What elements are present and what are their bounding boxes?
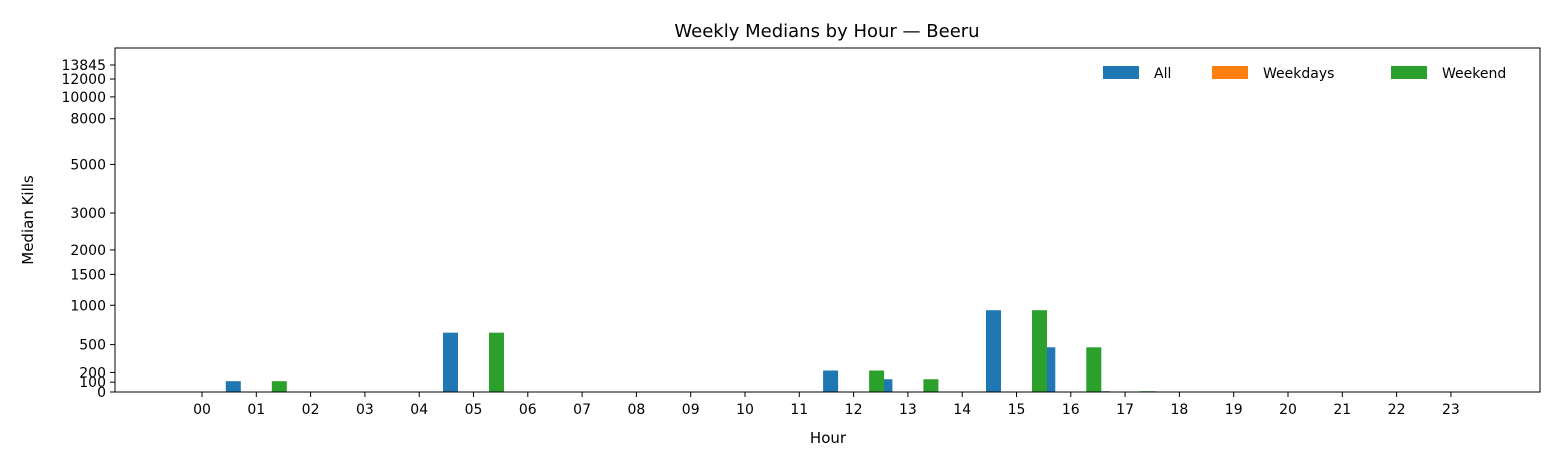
x-tick-label-21: 21 — [1333, 402, 1351, 418]
bar-weekend-12 — [869, 370, 885, 392]
y-tick-label-200: 200 — [79, 365, 106, 381]
x-tick-label-13: 13 — [899, 402, 917, 418]
x-tick-label-16: 16 — [1062, 402, 1080, 418]
x-tick-label-05: 05 — [465, 402, 483, 418]
y-tick-label-12000: 12000 — [61, 72, 106, 88]
legend-swatch-all — [1103, 66, 1139, 79]
y-tick-label-0: 0 — [97, 385, 106, 401]
x-tick-label-12: 12 — [845, 402, 863, 418]
legend-swatch-weekdays — [1212, 66, 1248, 79]
legend-swatch-weekend — [1391, 66, 1427, 79]
y-tick-label-100: 100 — [79, 375, 106, 391]
y-tick-label-13845: 13845 — [61, 58, 106, 74]
x-axis: 00 01 02 03 04 05 06 07 08 09 10 11 12 13 14 15 16 17 18 19… — [193, 392, 1460, 418]
x-tick-label-20: 20 — [1279, 402, 1297, 418]
x-tick-label-15: 15 — [1008, 402, 1026, 418]
y-axis-label: Median Kills — [19, 175, 37, 265]
x-tick-label-09: 09 — [682, 402, 700, 418]
x-tick-label-18: 18 — [1170, 402, 1188, 418]
bar-weekend-01 — [271, 381, 287, 392]
y-tick-label-5000: 5000 — [70, 157, 106, 173]
bar-all-01 — [225, 381, 241, 392]
x-tick-label-00: 00 — [193, 402, 211, 418]
legend-label-weekdays: Weekdays — [1263, 66, 1334, 82]
legend-label-all: All — [1154, 66, 1171, 82]
y-tick-label-2000: 2000 — [70, 243, 106, 259]
y-tick-label-1500: 1500 — [70, 267, 106, 283]
y-tick-label-1000: 1000 — [70, 298, 106, 314]
plot-frame — [114, 47, 1541, 393]
bar-all-12 — [823, 370, 839, 392]
bar-weekend-05 — [489, 332, 504, 392]
x-tick-label-10: 10 — [736, 402, 754, 418]
x-tick-label-07: 07 — [573, 402, 591, 418]
x-tick-label-01: 01 — [247, 402, 265, 418]
legend: All Weekdays Weekend — [1103, 66, 1506, 82]
bar-all-15 — [986, 310, 1001, 392]
x-tick-label-08: 08 — [627, 402, 645, 418]
y-tick-label-3000: 3000 — [70, 206, 106, 222]
x-tick-label-23: 23 — [1442, 402, 1460, 418]
legend-label-weekend: Weekend — [1442, 66, 1506, 82]
bar-all-05 — [443, 332, 458, 392]
bar-weekend-15 — [1032, 310, 1047, 392]
x-tick-label-14: 14 — [953, 402, 971, 418]
x-tick-label-17: 17 — [1116, 402, 1134, 418]
x-tick-label-06: 06 — [519, 402, 537, 418]
y-tick-label-500: 500 — [79, 338, 106, 354]
x-tick-label-22: 22 — [1388, 402, 1406, 418]
x-tick-label-03: 03 — [356, 402, 374, 418]
bars-group — [225, 310, 1156, 392]
x-tick-label-04: 04 — [410, 402, 428, 418]
y-tick-label-8000: 8000 — [70, 112, 106, 128]
y-tick-label-10000: 10000 — [61, 90, 106, 106]
bar-weekend-13 — [923, 379, 939, 392]
x-tick-label-19: 19 — [1225, 402, 1243, 418]
chart-title: Weekly Medians by Hour — Beeru — [674, 21, 979, 42]
bar-weekend-16 — [1086, 347, 1102, 392]
x-axis-label: Hour — [810, 429, 847, 447]
x-tick-label-02: 02 — [302, 402, 320, 418]
x-tick-label-11: 11 — [790, 402, 808, 418]
